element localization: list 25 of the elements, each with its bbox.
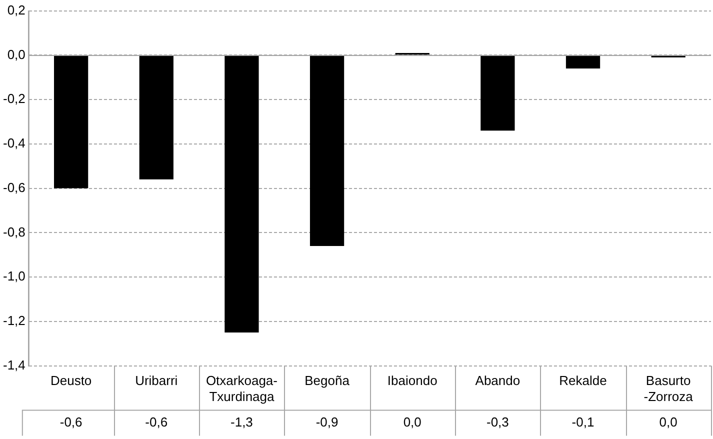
y-tick-label: -0,2 bbox=[2, 91, 26, 106]
x-tick-label: Begoña bbox=[304, 373, 350, 388]
data-label: -0,6 bbox=[60, 414, 82, 430]
y-tick-label: 0,2 bbox=[7, 2, 26, 18]
data-label: -0,6 bbox=[145, 414, 168, 430]
y-tick-label: -0,6 bbox=[2, 180, 26, 195]
data-label: -0,3 bbox=[486, 414, 509, 430]
x-tick-label: Uribarri bbox=[135, 373, 178, 388]
y-tick-label: -1,0 bbox=[2, 268, 26, 284]
y-tick-label: -1,2 bbox=[2, 313, 26, 328]
y-tick-label: -0,8 bbox=[2, 224, 26, 240]
data-label: 0,0 bbox=[403, 414, 422, 430]
x-tick-label: Ibaiondo bbox=[387, 373, 438, 388]
x-tick-label: Basurto -Zorroza bbox=[644, 373, 694, 404]
data-label: -0,1 bbox=[572, 414, 594, 430]
y-tick-label: 0,0 bbox=[7, 46, 26, 62]
y-tick-label: -0,4 bbox=[2, 136, 26, 151]
x-tick-label: Otxarkoaga-Txurdinaga bbox=[206, 373, 278, 404]
x-tick-label: Deusto bbox=[50, 373, 92, 388]
x-tick-label: Rekalde bbox=[559, 373, 607, 388]
x-tick-label: Abando bbox=[475, 373, 520, 388]
y-tick-label: -1,4 bbox=[2, 357, 26, 372]
data-label: 0,0 bbox=[659, 414, 678, 430]
data-label: -0,9 bbox=[316, 414, 338, 430]
data-label: -1,3 bbox=[230, 414, 253, 430]
